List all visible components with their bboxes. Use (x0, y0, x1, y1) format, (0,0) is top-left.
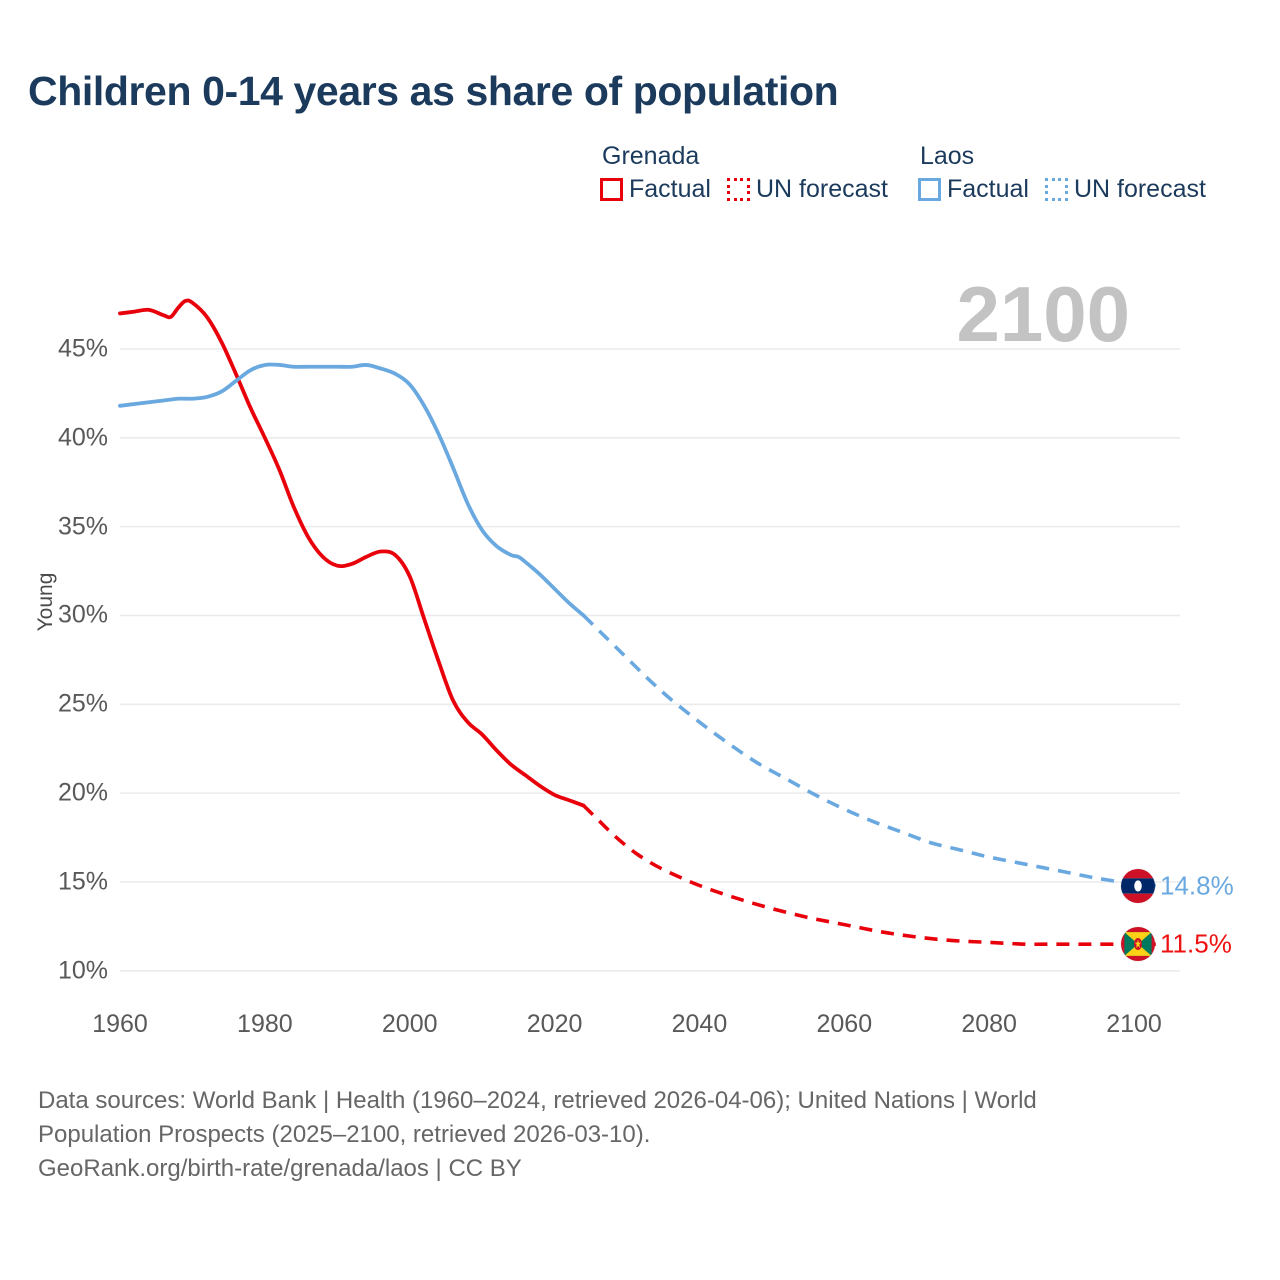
y-tick-label: 20% (57, 778, 108, 807)
y-axis-ticks: 10% 15% 20% 25% 30% 35% 40% 45% (0, 0, 108, 1060)
chart-svg (118, 298, 1180, 972)
legend-swatch-solid-icon (917, 177, 941, 201)
footer-line-3: GeoRank.org/birth-rate/grenada/laos | CC… (38, 1155, 522, 1183)
y-tick-label: 15% (57, 867, 108, 896)
footer-credits: Data sources: World Bank | Health (1960–… (38, 1084, 1218, 1186)
laos-flag-icon (1121, 868, 1156, 903)
x-tick-label: 2020 (526, 1010, 583, 1038)
chart-legend: Grenada Factual UN forecast Laos Factual (600, 142, 1206, 204)
x-tick-label: 1980 (237, 1010, 293, 1038)
y-tick-label: 25% (57, 689, 108, 718)
legend-group-grenada: Grenada Factual UN forecast (600, 142, 888, 204)
line-laos-factual (118, 362, 586, 618)
grenada-flag-icon (1121, 927, 1156, 962)
x-tick-label: 1960 (92, 1010, 148, 1038)
legend-swatch-dotted-icon (726, 177, 750, 201)
x-tick-label: 2000 (381, 1010, 438, 1038)
line-grenada-factual (118, 298, 586, 808)
line-grenada-forecast (582, 804, 1156, 947)
y-tick-label: 45% (57, 334, 108, 363)
y-tick-label: 10% (57, 956, 108, 985)
page-title: Children 0-14 years as share of populati… (28, 68, 839, 114)
legend-group-laos: Laos Factual UN forecast (917, 142, 1206, 204)
legend-label-laos-factual: Factual (946, 174, 1029, 203)
legend-entry-laos-factual[interactable]: Factual (917, 174, 1029, 204)
legend-entry-laos-forecast[interactable]: UN forecast (1044, 174, 1206, 204)
legend-label-grenada-forecast: UN forecast (755, 174, 888, 203)
legend-label-laos-forecast: UN forecast (1073, 174, 1206, 203)
end-value-laos: 14.8% (1160, 870, 1234, 900)
line-laos-forecast (582, 614, 1156, 888)
legend-country-grenada: Grenada (602, 142, 700, 170)
y-tick-label: 40% (57, 423, 108, 452)
x-tick-label: 2060 (816, 1010, 873, 1038)
x-tick-label: 2080 (961, 1010, 1017, 1038)
footer-line-2: Population Prospects (2025–2100, retriev… (38, 1121, 651, 1149)
x-tick-label: 2040 (671, 1010, 728, 1038)
y-tick-label: 30% (57, 600, 108, 629)
legend-swatch-solid-icon (600, 177, 623, 201)
legend-country-laos: Laos (919, 142, 975, 170)
plot-area: 2100 Young 10% 15% 20% 25% 30% 35% 40% 45% 1960… (0, 0, 1234, 1060)
year-watermark: 2100 (956, 270, 1130, 358)
footer-line-1: Data sources: World Bank | Health (1960–… (38, 1087, 1037, 1114)
x-tick-label: 2100 (1106, 1010, 1162, 1038)
legend-entry-grenada-factual[interactable]: Factual (600, 175, 711, 204)
legend-entry-grenada-forecast[interactable]: UN forecast (726, 174, 888, 204)
legend-swatch-dotted-icon (1044, 177, 1068, 201)
legend-label-grenada-factual: Factual (629, 174, 711, 203)
end-value-grenada: 11.5% (1160, 928, 1232, 959)
y-tick-label: 35% (57, 512, 108, 541)
